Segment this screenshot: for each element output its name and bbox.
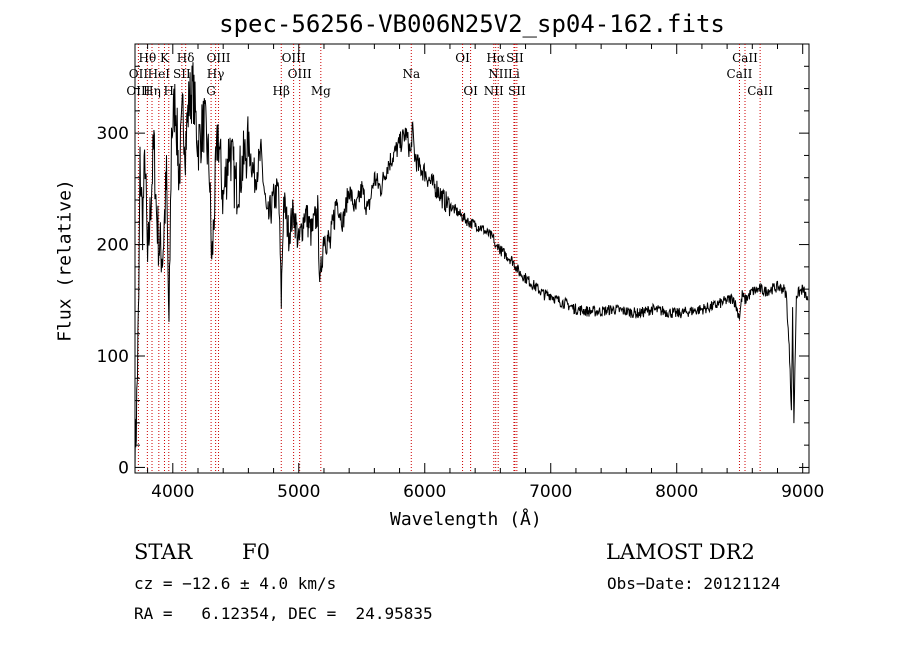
subclass: F0 bbox=[242, 540, 270, 564]
y-tick-label-0: 0 bbox=[118, 458, 129, 478]
spectrum-line bbox=[134, 62, 809, 474]
marker-label-17: CaII bbox=[727, 67, 753, 81]
x-tick-label-4: 8000 bbox=[655, 482, 698, 502]
object-class: STAR bbox=[134, 540, 193, 564]
marker-label-15: NII bbox=[488, 67, 508, 81]
plot-frame bbox=[134, 43, 810, 474]
marker-label-20: H bbox=[164, 84, 174, 98]
marker-label-25: NII bbox=[484, 84, 504, 98]
y-axis-label: Flux (relative) bbox=[54, 179, 76, 342]
marker-label-9: OII bbox=[129, 67, 149, 81]
survey-name: LAMOST DR2 bbox=[606, 540, 755, 564]
marker-label-21: G bbox=[206, 84, 216, 98]
marker-label-10: HeI bbox=[148, 67, 171, 81]
marker-label-22: Hβ bbox=[273, 84, 290, 98]
x-axis-label: Wavelength (Å) bbox=[390, 509, 542, 530]
coordinates: RA = 6.12354, DEC = 24.95835 bbox=[134, 604, 433, 623]
y-tick-label-2: 200 bbox=[97, 236, 129, 256]
marker-label-23: Mg bbox=[311, 84, 331, 98]
tick-labels-group: 4000 5000 6000 7000 8000 9000 0 100 200 300 bbox=[97, 124, 825, 502]
marker-label-16: Li bbox=[508, 67, 520, 81]
line-markers-group bbox=[137, 44, 761, 473]
marker-label-5: OI bbox=[455, 51, 470, 65]
redshift-info: cz = −12.6 ± 4.0 km/s bbox=[134, 574, 337, 593]
marker-label-13: OIII bbox=[288, 67, 312, 81]
marker-label-12: Hγ bbox=[207, 67, 225, 81]
marker-label-24: OI bbox=[463, 84, 478, 98]
marker-label-26: SII bbox=[508, 84, 526, 98]
x-tick-label-3: 7000 bbox=[529, 482, 572, 502]
y-tick-label-1: 100 bbox=[97, 347, 129, 367]
marker-label-4: OIII bbox=[282, 51, 306, 65]
x-tick-label-2: 6000 bbox=[403, 482, 446, 502]
x-tick-label-1: 5000 bbox=[277, 482, 320, 502]
y-tick-label-3: 300 bbox=[97, 124, 129, 144]
marker-label-8: CaII bbox=[732, 51, 758, 65]
chart-title: spec-56256-VB006N25V2_sp04-162.fits bbox=[219, 10, 725, 38]
axis-ticks-group bbox=[135, 44, 809, 473]
marker-label-3: OIII bbox=[206, 51, 230, 65]
obs-date: Obs−Date: 20121124 bbox=[607, 574, 781, 593]
marker-label-7: SII bbox=[506, 51, 524, 65]
marker-label-19: Hη bbox=[143, 84, 161, 98]
x-tick-label-0: 4000 bbox=[151, 482, 194, 502]
marker-label-6: Hα bbox=[486, 51, 505, 65]
x-tick-label-5: 9000 bbox=[781, 482, 824, 502]
marker-label-2: Hδ bbox=[177, 51, 195, 65]
marker-label-11: SII bbox=[173, 67, 191, 81]
marker-label-27: CaII bbox=[747, 84, 773, 98]
marker-label-14: Na bbox=[402, 67, 420, 81]
marker-label-1: K bbox=[160, 51, 170, 65]
marker-label-0: Hθ bbox=[138, 51, 156, 65]
marker-label-18: OIII bbox=[126, 84, 150, 98]
